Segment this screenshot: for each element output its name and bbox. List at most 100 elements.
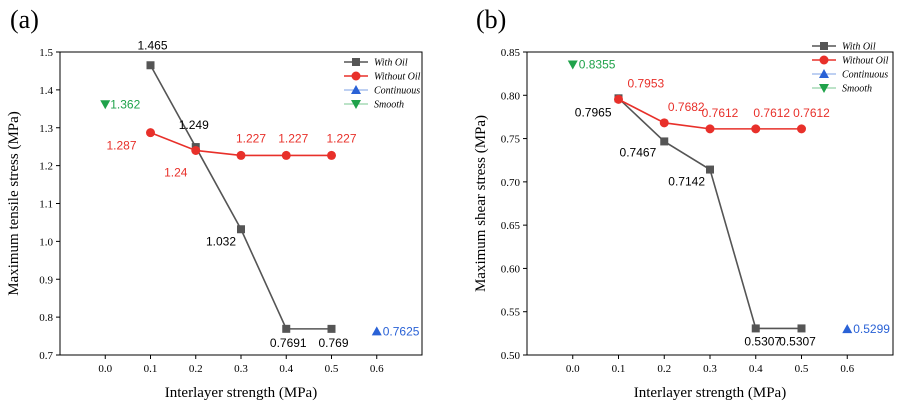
data-label-smooth: 1.362 — [110, 97, 140, 111]
legend-marker-without_oil — [351, 71, 361, 81]
legend-label-smooth: Smooth — [842, 84, 872, 95]
x-tick-label: 0.0 — [566, 363, 580, 375]
legend-label-smooth: Smooth — [374, 100, 404, 111]
data-point-without_oil — [614, 94, 623, 104]
data-label-without_oil: 1.227 — [278, 131, 308, 145]
data-point-without_oil — [327, 150, 336, 160]
y-tick-label: 0.80 — [501, 90, 521, 102]
data-point-without_oil — [281, 150, 291, 160]
data-label-without_oil: 0.7612 — [753, 106, 790, 120]
panel-b: (b) 0.50 0.55 0.60 0.65 0.70 0.75 0.80 0.85 0.0 0.… — [473, 5, 894, 401]
data-point-with_oil — [706, 165, 714, 174]
data-point-continuous — [371, 326, 382, 336]
data-point-without_oil — [705, 124, 715, 134]
x-axis-label: Interlayer strength (MPa) — [634, 385, 786, 401]
data-label-without_oil: 1.24 — [164, 165, 188, 179]
data-point-with_oil — [660, 137, 669, 146]
data-label-with_oil: 0.7965 — [575, 105, 612, 119]
data-label-with_oil: 0.5307 — [779, 334, 816, 348]
data-point-with_oil — [751, 324, 760, 333]
y-tick-label: 0.7 — [39, 350, 53, 362]
data-point-continuous — [842, 324, 853, 334]
data-point-smooth — [567, 60, 578, 70]
data-label-without_oil: 0.7953 — [628, 76, 665, 90]
panel-letter: (b) — [476, 5, 506, 34]
y-tick-label: 1.2 — [39, 161, 53, 173]
data-label-without_oil: 1.227 — [236, 131, 266, 145]
y-tick-label: 0.70 — [501, 177, 521, 189]
data-point-with_oil — [282, 324, 291, 333]
data-label-without_oil: 0.7612 — [702, 106, 739, 120]
data-point-with_oil — [237, 225, 245, 234]
data-point-without_oil — [797, 124, 806, 134]
x-tick-label: 0.3 — [703, 363, 717, 375]
data-label-with_oil: 0.7467 — [620, 145, 657, 159]
x-tick-label: 0.5 — [795, 363, 809, 375]
data-label-with_oil: 0.7142 — [668, 175, 705, 189]
y-axis-label: Maximum shear stress (MPa) — [473, 115, 489, 292]
legend-label-with_oil: With Oil — [374, 58, 408, 69]
x-tick-label: 0.6 — [840, 363, 854, 375]
y-tick-label: 0.50 — [501, 350, 521, 362]
y-tick-label: 1.0 — [39, 236, 53, 248]
x-tick-label: 0.1 — [612, 363, 626, 375]
y-tick-label: 0.55 — [501, 307, 521, 319]
data-label-with_oil: 0.769 — [318, 336, 348, 350]
legend-label-continuous: Continuous — [374, 86, 420, 97]
plot-frame — [526, 51, 894, 356]
legend-label-without_oil: Without Oil — [374, 72, 421, 83]
legend-label-with_oil: With Oil — [842, 42, 876, 53]
legend-marker-smooth — [819, 84, 829, 93]
legend-marker-with_oil — [352, 58, 360, 66]
x-tick-label: 0.3 — [234, 363, 248, 375]
data-label-smooth: 0.8355 — [579, 58, 616, 72]
data-point-without_oil — [191, 145, 201, 155]
data-label-with_oil: 1.465 — [137, 38, 167, 52]
y-tick-label: 0.85 — [501, 47, 521, 59]
data-point-smooth — [100, 100, 111, 110]
legend-marker-continuous — [351, 85, 361, 94]
data-label-without_oil: 0.7682 — [668, 100, 705, 114]
data-label-without_oil: 0.7612 — [793, 106, 830, 120]
data-point-with_oil — [327, 324, 336, 333]
panel-letter: (a) — [10, 5, 39, 34]
x-tick-label: 0.4 — [749, 363, 763, 375]
legend-marker-continuous — [819, 69, 829, 78]
y-tick-label: 1.5 — [39, 47, 53, 59]
x-tick-label: 0.2 — [189, 363, 203, 375]
data-label-with_oil: 0.5307 — [744, 334, 781, 348]
y-tick-label: 1.1 — [39, 199, 53, 211]
legend-marker-without_oil — [819, 55, 829, 65]
x-tick-label: 0.1 — [144, 363, 158, 375]
data-point-without_oil — [751, 124, 761, 134]
y-tick-label: 0.75 — [501, 134, 521, 146]
data-label-continuous: 0.5299 — [853, 322, 890, 336]
data-point-without_oil — [236, 150, 246, 160]
series-line-with_oil — [149, 64, 332, 330]
data-point-with_oil — [797, 324, 806, 333]
x-axis-label: Interlayer strength (MPa) — [165, 385, 317, 401]
legend-label-continuous: Continuous — [842, 70, 888, 81]
x-tick-label: 0.0 — [98, 363, 112, 375]
data-label-with_oil: 1.249 — [179, 118, 209, 132]
y-tick-label: 0.65 — [501, 220, 521, 232]
data-point-without_oil — [146, 128, 155, 138]
y-axis-label: Maximum tensile stress (MPa) — [6, 111, 22, 296]
y-tick-label: 0.8 — [39, 312, 53, 324]
y-tick-label: 0.60 — [501, 263, 521, 275]
data-point-without_oil — [659, 118, 669, 128]
panel-a: (a) 0.7 0.8 0.9 1.0 1.1 1.2 1.3 1.4 1.5 0.0 0.1 0.2 0… — [6, 5, 423, 401]
data-label-with_oil: 1.032 — [206, 234, 236, 248]
x-tick-label: 0.2 — [657, 363, 671, 375]
legend-marker-smooth — [351, 100, 361, 109]
data-label-with_oil: 0.7691 — [270, 336, 307, 350]
data-label-continuous: 0.7625 — [383, 324, 420, 338]
y-tick-label: 1.4 — [39, 85, 53, 97]
legend-label-without_oil: Without Oil — [842, 56, 889, 67]
x-tick-label: 0.5 — [325, 363, 339, 375]
x-tick-label: 0.4 — [279, 363, 293, 375]
data-point-with_oil — [146, 61, 155, 70]
y-tick-label: 1.3 — [39, 123, 53, 135]
legend-marker-with_oil — [820, 42, 828, 50]
